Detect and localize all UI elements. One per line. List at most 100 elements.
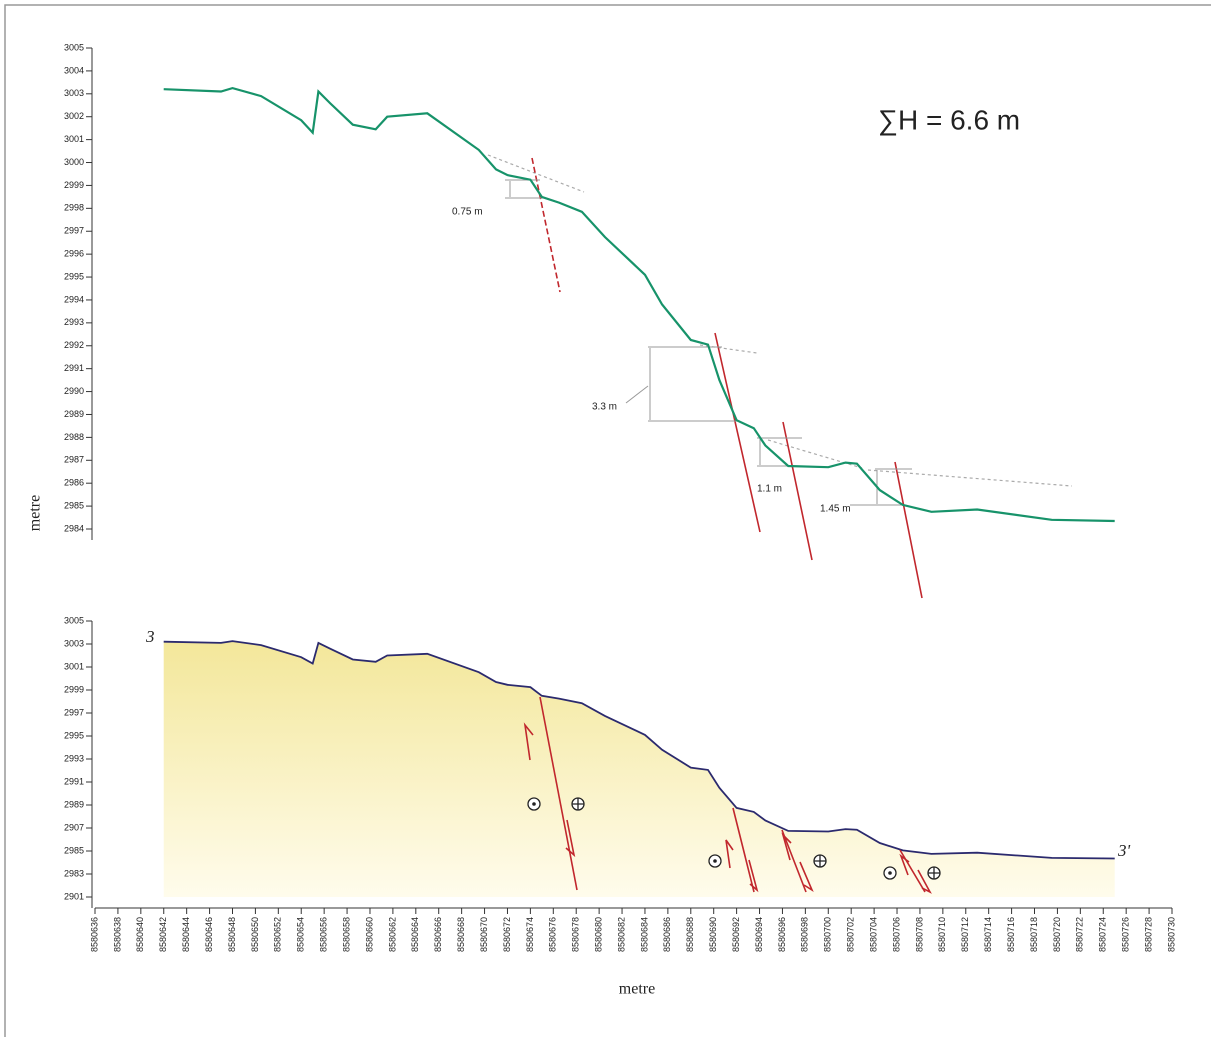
y-tick-label: 2995 [64,730,84,740]
y-tick-label: 2993 [64,317,84,327]
x-tick-label: 8580660 [364,917,374,952]
x-tick-label: 8580722 [1075,917,1085,952]
x-tick-label: 8580638 [112,917,122,952]
fault-annotations [487,154,1073,599]
y-tick-label: 3003 [64,88,84,98]
y-tick-label: 3005 [64,615,84,625]
x-tick-label: 8580712 [960,917,970,952]
y-tick-label: 2987 [64,455,84,465]
y-tick-label: 3000 [64,157,84,167]
y-tick-label: 3001 [64,661,84,671]
x-tick-label: 8580730 [1166,917,1176,952]
x-tick-label: 8580680 [594,917,604,952]
y-tick-label: 2989 [64,799,84,809]
x-tick-label: 8580724 [1098,917,1108,952]
x-tick-label: 8580672 [502,917,512,952]
x-tick-label: 8580708 [914,917,924,952]
y-tick-label: 3002 [64,111,84,121]
x-tick-label: 8580640 [135,917,145,952]
y-tick-label: 2995 [64,271,84,281]
x-tick-label: 8580650 [250,917,260,952]
x-tick-label: 8580668 [456,917,466,952]
x-tick-label: 8580728 [1143,917,1153,952]
x-tick-label: 8580652 [273,917,283,952]
y-tick-label: 2997 [64,707,84,717]
profile-line [163,86,1115,523]
x-tick-label: 8580656 [319,917,329,952]
y-tick-label: 3004 [64,65,84,75]
x-tick-label: 8580694 [754,917,764,952]
throw-label: 1.1 m [757,484,782,495]
x-tick-label: 8580726 [1121,917,1131,952]
y-tick-label: 3005 [64,42,84,52]
x-tick-label: 8580646 [204,917,214,952]
sum-throw: ∑H = 6.6 m [878,104,1020,135]
frame [4,4,1211,1037]
x-tick-label: 8580670 [479,917,489,952]
y-tick-label: 2999 [64,684,84,694]
x-tick-label: 8580692 [731,917,741,952]
x-tick-label: 8580682 [616,917,626,952]
x-tick-label: 8580662 [387,917,397,952]
y-tick-label: 2998 [64,203,84,213]
x-tick-label: 8580700 [823,917,833,952]
x-tick-label: 8580720 [1052,917,1062,952]
y-tick-label: 2984 [64,523,84,533]
y-tick-label: 2992 [64,340,84,350]
x-axis-label: metre [619,981,655,998]
x-tick-label: 8580706 [891,917,901,952]
y-tick-label: 2991 [64,776,84,786]
y-tick-label: 2997 [64,226,84,236]
x-tick-label: 8580718 [1029,917,1039,952]
x-tick-label: 8580690 [708,917,718,952]
y-axis-label: metre [27,495,44,531]
x-tick-label: 8580678 [571,917,581,952]
x-tick-label: 8580698 [800,917,810,952]
profile-end-label: 3' [1117,841,1131,860]
x-tick-label: 8580714 [983,917,993,952]
y-tick-label: 2986 [64,478,84,488]
area-fill [163,641,1115,897]
x-tick-label: 8580696 [777,917,787,952]
area-layer [163,640,1115,897]
x-tick-label: 8580688 [685,917,695,952]
x-tick-label: 8580702 [846,917,856,952]
fault-symbols [523,696,941,894]
y-tick-label: 2985 [64,845,84,855]
x-tick-label: 8580648 [227,917,237,952]
x-tick-label: 8580636 [89,917,99,952]
y-tick-label: 3003 [64,638,84,648]
y-tick-label: 2983 [64,868,84,878]
y-tick-label: 2985 [64,500,84,510]
y-tick-label: 2994 [64,294,84,304]
x-tick-label: 8580666 [433,917,443,952]
x-tick-label: 8580658 [341,917,351,952]
x-tick-label: 8580716 [1006,917,1016,952]
throw-label: 0.75 m [452,207,483,218]
throw-label: 3.3 m [592,402,617,413]
x-tick-label: 8580642 [158,917,168,952]
x-tick-label: 8580684 [639,917,649,952]
x-tick-label: 8580654 [296,917,306,952]
profile-start-label: 3 [145,627,155,646]
y-tick-label: 2907 [64,822,84,832]
x-tick-label: 8580644 [181,917,191,952]
y-tick-label: 2990 [64,386,84,396]
throw-label: 1.45 m [820,504,851,515]
x-tick-label: 8580676 [548,917,558,952]
y-tick-label: 2996 [64,249,84,259]
y-tick-label: 2993 [64,753,84,763]
y-tick-label: 2991 [64,363,84,373]
x-tick-label: 8580686 [662,917,672,952]
x-tick-label: 8580704 [868,917,878,952]
x-tick-label: 8580664 [410,917,420,952]
y-tick-label: 2989 [64,409,84,419]
y-tick-label: 2988 [64,432,84,442]
y-tick-label: 2901 [64,891,84,901]
x-tick-label: 8580710 [937,917,947,952]
x-tick-label: 8580674 [525,917,535,952]
y-tick-label: 3001 [64,134,84,144]
profile-line [163,640,1115,860]
y-tick-label: 2999 [64,180,84,190]
